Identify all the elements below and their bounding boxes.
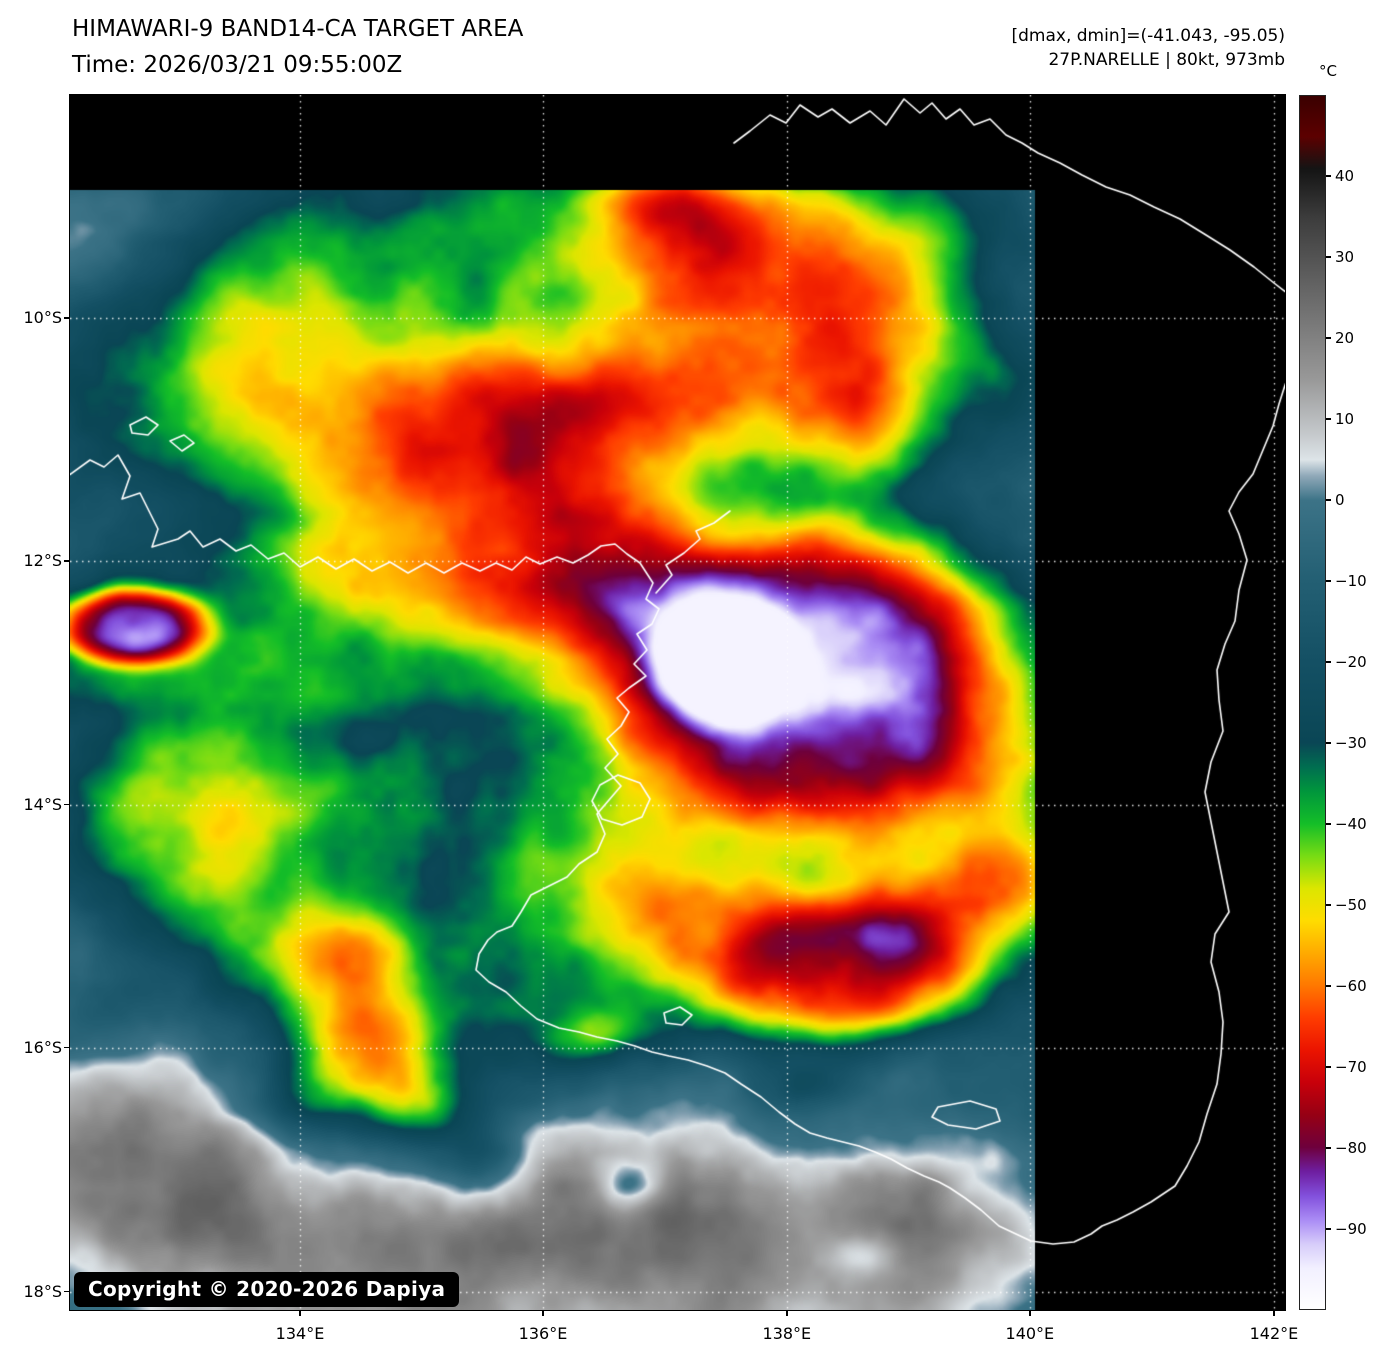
lon-tick-mark xyxy=(299,1310,301,1316)
dmax-dmin-readout: [dmax, dmin]=(-41.043, -95.05) xyxy=(1011,26,1286,46)
lon-tick-label: 136°E xyxy=(518,1324,568,1343)
lon-tick-label: 134°E xyxy=(275,1324,325,1343)
colorbar-tick-mark xyxy=(1326,742,1331,744)
colorbar-tick-label: 0 xyxy=(1335,491,1345,509)
colorbar-gradient xyxy=(1299,95,1326,1310)
colorbar-tick-mark xyxy=(1326,418,1331,420)
colorbar-tick-mark xyxy=(1326,985,1331,987)
colorbar-tick-mark xyxy=(1326,1147,1331,1149)
colorbar-tick-label: −20 xyxy=(1335,653,1367,671)
colorbar-tick-mark xyxy=(1326,580,1331,582)
colorbar-tick-label: −30 xyxy=(1335,734,1367,752)
timestamp: Time: 2026/03/21 09:55:00Z xyxy=(72,52,403,78)
lat-tick-label: 12°S xyxy=(23,550,62,570)
colorbar-tick-mark xyxy=(1326,337,1331,339)
lon-tick-mark xyxy=(1029,1310,1031,1316)
lat-tick-mark xyxy=(64,317,70,319)
colorbar-tick-mark xyxy=(1326,904,1331,906)
colorbar-tick-label: 20 xyxy=(1335,329,1355,347)
colorbar-tick-label: −60 xyxy=(1335,977,1367,995)
colorbar-tick-label: −80 xyxy=(1335,1139,1367,1157)
colorbar-tick-label: 10 xyxy=(1335,410,1355,428)
colorbar-tick-mark xyxy=(1326,499,1331,501)
map-plot-area: Copyright © 2020-2026 Dapiya xyxy=(69,94,1286,1311)
lat-tick-mark xyxy=(64,560,70,562)
page-title: HIMAWARI-9 BAND14-CA TARGET AREA xyxy=(72,16,524,42)
storm-info: 27P.NARELLE | 80kt, 973mb xyxy=(1048,50,1285,70)
copyright-badge: Copyright © 2020-2026 Dapiya xyxy=(74,1272,460,1307)
lon-tick-mark xyxy=(1273,1310,1275,1316)
lon-tick-mark xyxy=(786,1310,788,1316)
lat-tick-mark xyxy=(64,803,70,806)
colorbar-tick-label: −70 xyxy=(1335,1058,1367,1076)
lat-tick-mark xyxy=(64,1290,70,1293)
colorbar-tick-label: −90 xyxy=(1335,1220,1367,1238)
lon-tick-label: 140°E xyxy=(1005,1324,1055,1343)
colorbar-tick-label: 30 xyxy=(1335,248,1355,266)
satellite-image-canvas xyxy=(70,95,1285,1310)
colorbar-tick-mark xyxy=(1326,175,1331,177)
lat-tick-label: 10°S xyxy=(23,307,62,327)
lat-tick-label: 14°S xyxy=(23,794,62,814)
lat-tick-mark xyxy=(64,1046,70,1049)
colorbar-tick-mark xyxy=(1326,1228,1331,1230)
lat-tick-label: 18°S xyxy=(23,1281,62,1301)
colorbar-tick-label: −40 xyxy=(1335,815,1367,833)
colorbar-tick-mark xyxy=(1326,1066,1331,1068)
colorbar-tick-label: 40 xyxy=(1335,167,1355,185)
colorbar-tick-mark xyxy=(1326,256,1331,258)
lat-tick-label: 16°S xyxy=(23,1037,62,1057)
colorbar-tick-label: −10 xyxy=(1335,572,1367,590)
colorbar-tick-mark xyxy=(1326,823,1331,825)
lon-tick-label: 142°E xyxy=(1249,1324,1299,1343)
colorbar-tick-mark xyxy=(1326,661,1331,663)
lon-tick-mark xyxy=(542,1310,544,1316)
colorbar-unit-label: °C xyxy=(1319,62,1337,80)
lon-tick-label: 138°E xyxy=(762,1324,812,1343)
colorbar-tick-label: −50 xyxy=(1335,896,1367,914)
